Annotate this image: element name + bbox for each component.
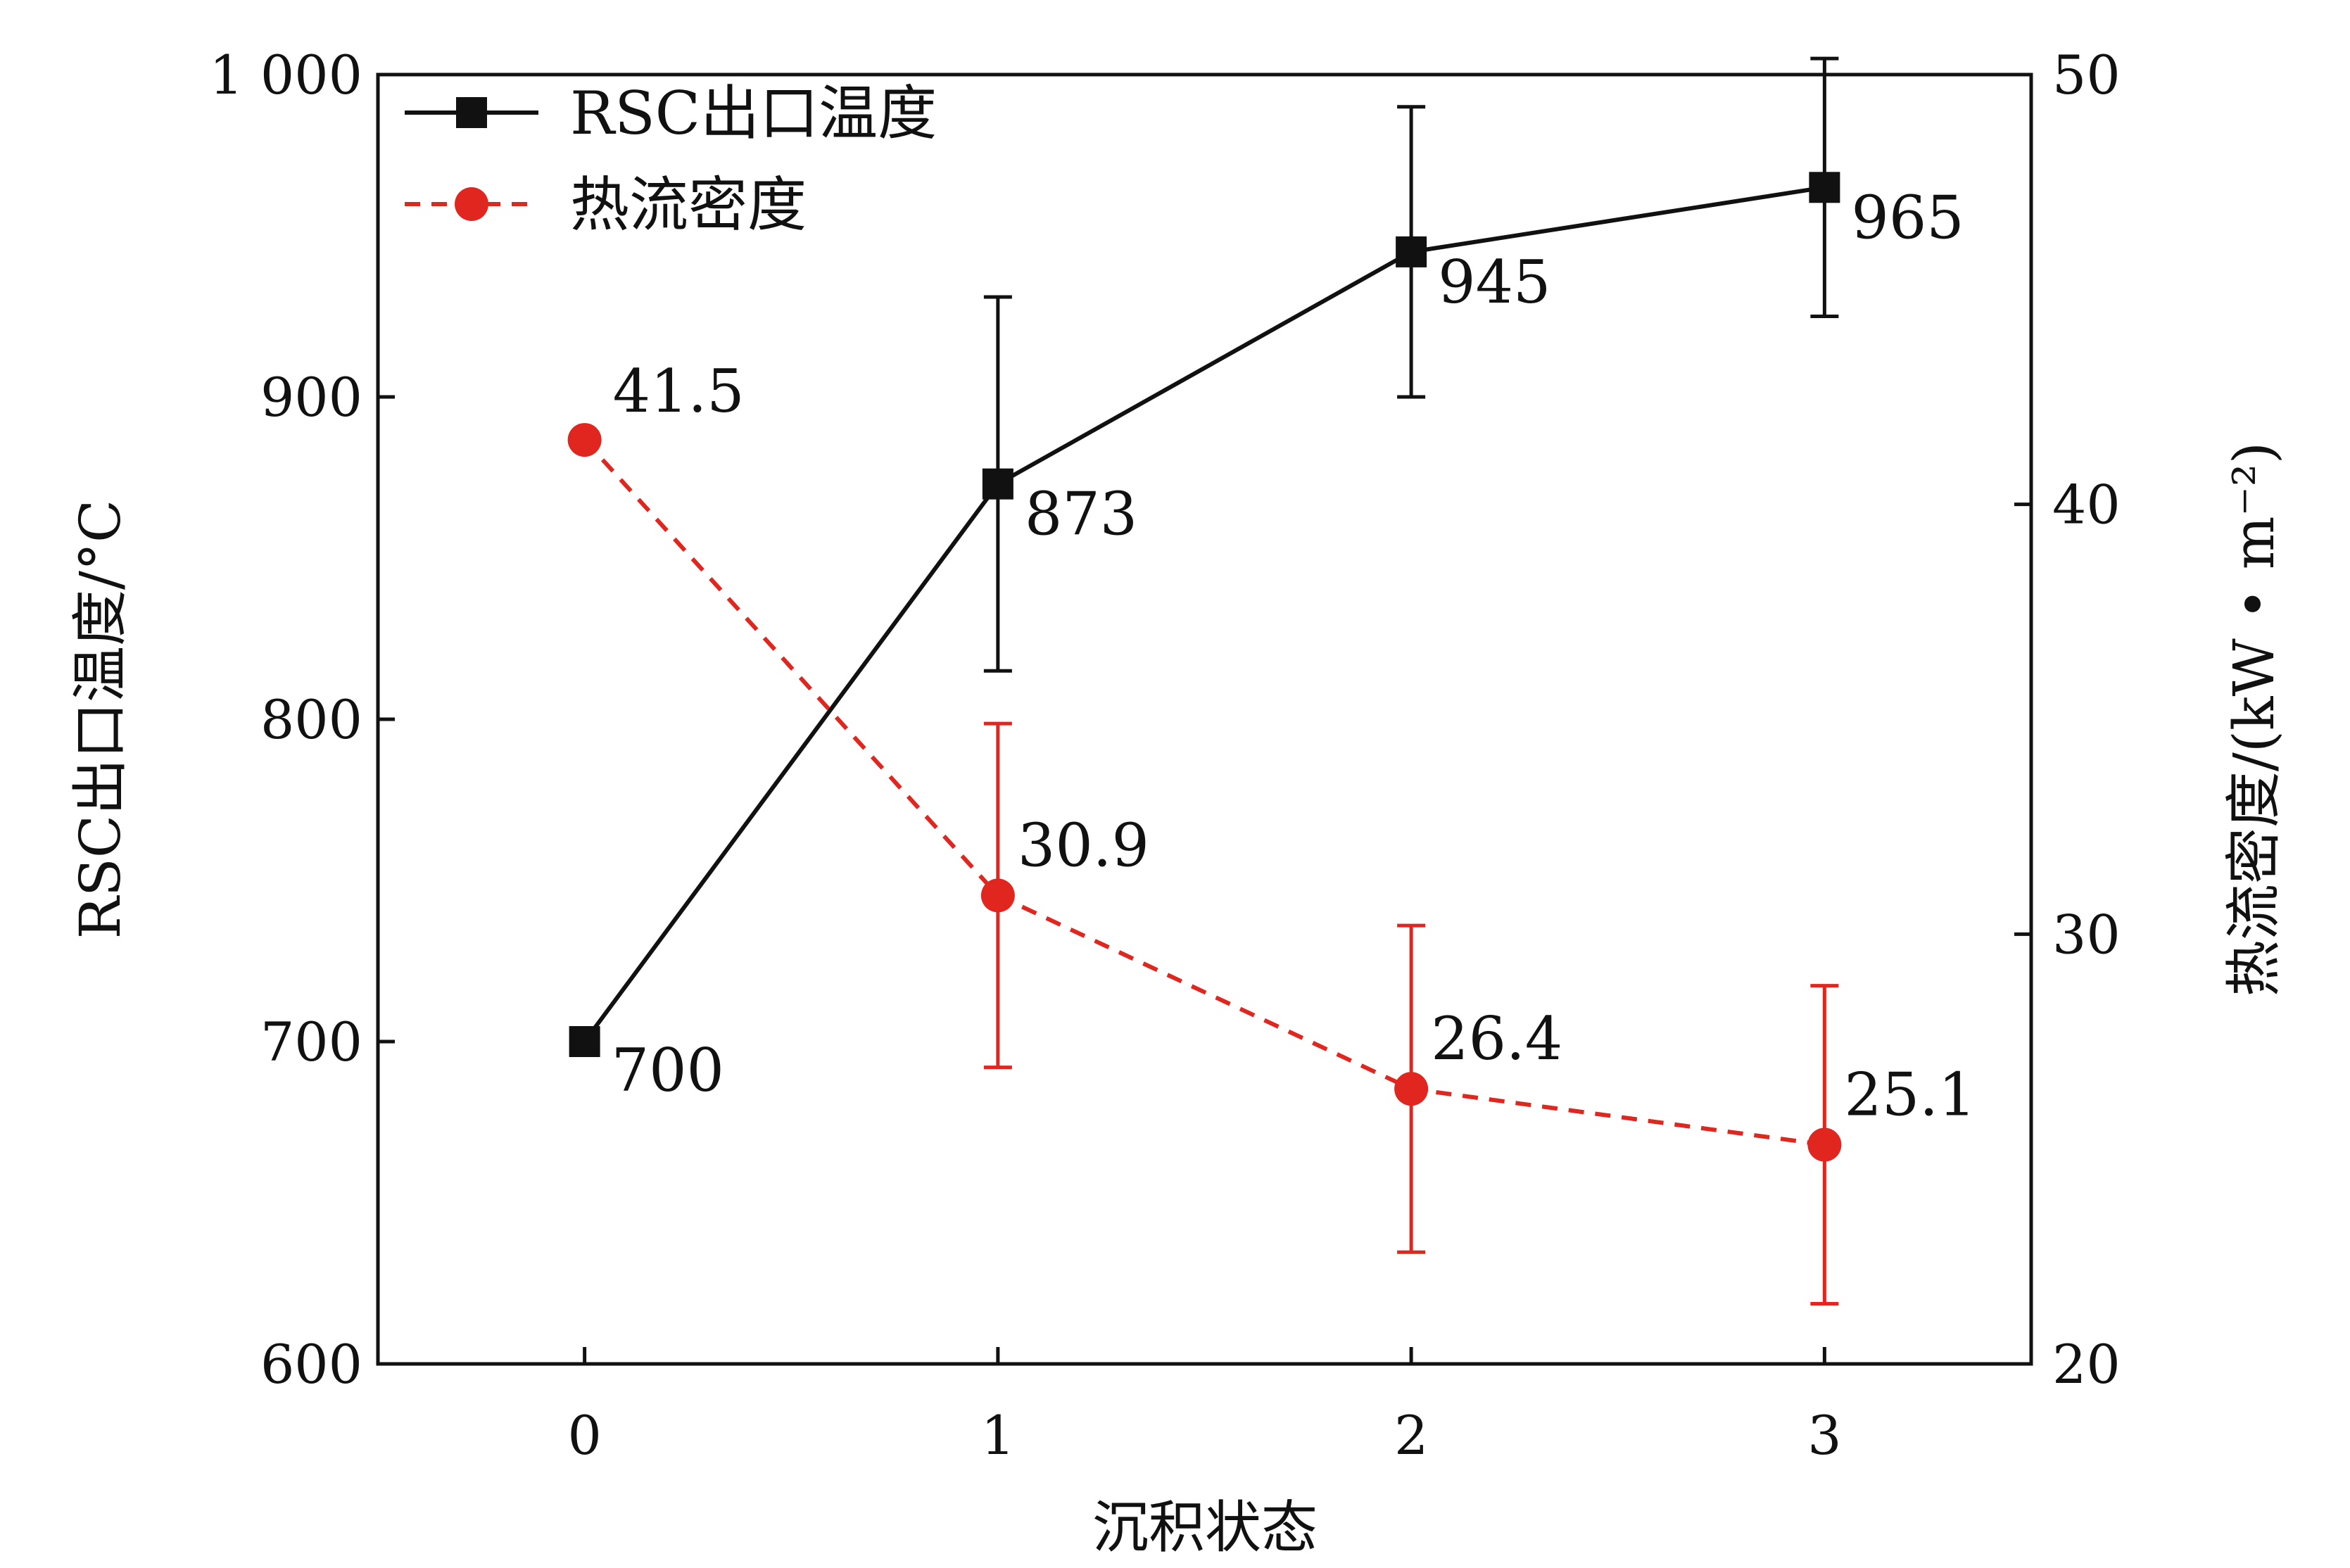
- left-y-tick-label: 800: [260, 688, 362, 751]
- legend-marker: [456, 97, 487, 128]
- data-label: 41.5: [613, 357, 745, 426]
- series-line: [583, 185, 1825, 1043]
- series-1: 700 873 945 965: [569, 56, 1964, 1105]
- left-y-tick-label: 600: [260, 1333, 362, 1396]
- data-label: 26.4: [1431, 1004, 1562, 1073]
- left-y-axis-title: RSC出口温度/°C: [68, 500, 133, 939]
- right-y-axis-title: 热流密度/(kW • m⁻²): [2221, 442, 2287, 997]
- x-tick-label: 1: [981, 1404, 1015, 1467]
- legend-label: 热流密度: [570, 170, 807, 239]
- x-axis-title: 沉积状态: [1092, 1495, 1318, 1560]
- right-y-axis: 20 30 40 50: [2014, 44, 2121, 1396]
- left-y-axis: 600 700 800 900 1 000: [209, 44, 395, 1396]
- data-point: [980, 878, 1015, 913]
- left-y-tick-label: 700: [260, 1011, 362, 1073]
- right-y-tick-label: 50: [2052, 44, 2121, 106]
- data-label: 965: [1851, 183, 1964, 252]
- plot-frame: [376, 72, 2033, 1366]
- data-point: [1394, 1072, 1429, 1106]
- series-2: 41.5 30.9 26.4 25.1: [567, 357, 1976, 1306]
- data-point: [1809, 172, 1840, 203]
- right-y-tick-label: 30: [2052, 903, 2121, 966]
- data-label: 945: [1438, 248, 1550, 317]
- left-y-tick-label: 900: [260, 366, 362, 429]
- series-layer: 700 873 945 965 41.5 30.9 26.4 25.1: [567, 56, 1976, 1306]
- data-label: 30.9: [1018, 811, 1149, 880]
- data-label: 873: [1025, 480, 1137, 549]
- legend-marker: [455, 187, 488, 221]
- x-axis: 0 1 2 3: [567, 1347, 1842, 1467]
- right-y-tick-label: 40: [2052, 474, 2121, 536]
- data-point: [1396, 236, 1427, 267]
- x-tick-label: 0: [567, 1404, 601, 1467]
- data-point: [569, 1026, 600, 1057]
- data-label: 700: [612, 1036, 724, 1105]
- right-y-tick-label: 20: [2052, 1333, 2121, 1396]
- data-point: [982, 468, 1013, 500]
- legend-label: RSC出口温度: [570, 79, 937, 148]
- series-line: [583, 438, 1825, 1147]
- x-tick-label: 3: [1807, 1404, 1841, 1467]
- data-point: [567, 423, 602, 457]
- data-label: 25.1: [1844, 1061, 1976, 1130]
- left-y-tick-label: 1 000: [209, 44, 362, 106]
- data-point: [1807, 1127, 1842, 1162]
- x-tick-label: 2: [1394, 1404, 1428, 1467]
